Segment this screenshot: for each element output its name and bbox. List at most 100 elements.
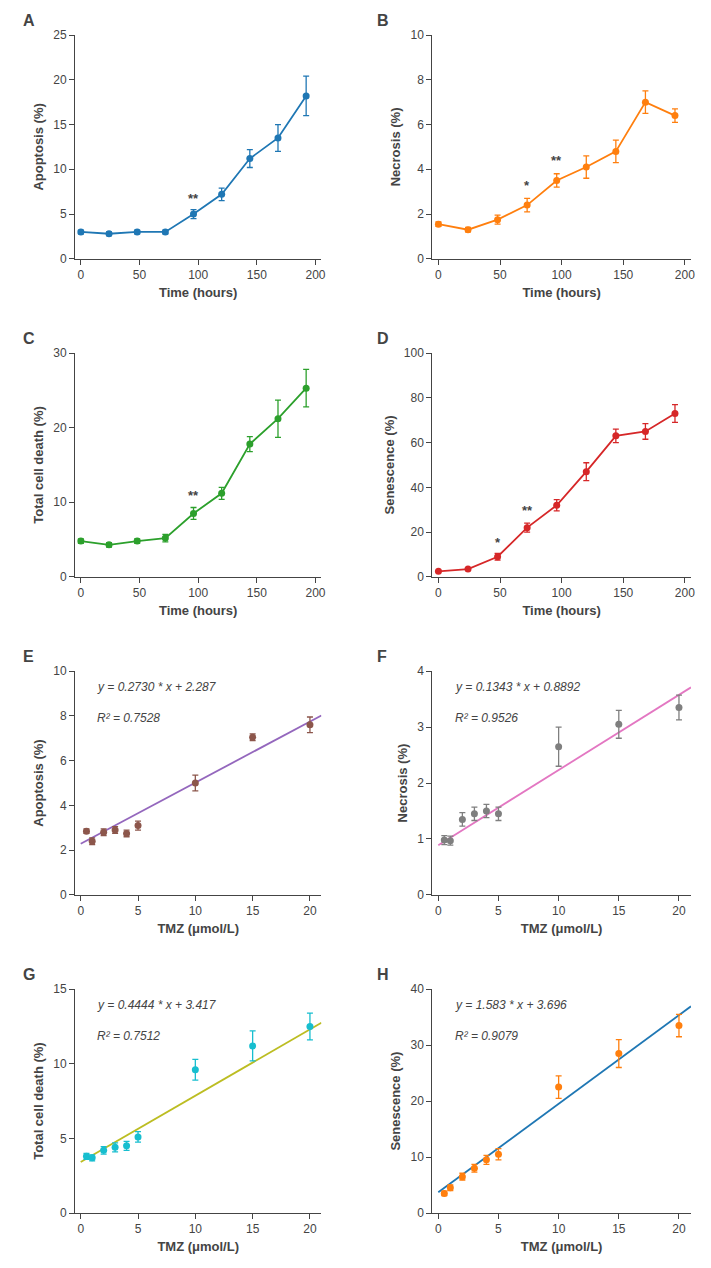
svg-text:R² = 0.7528: R² = 0.7528 [97, 711, 160, 725]
svg-text:30: 30 [53, 346, 67, 360]
svg-text:20: 20 [672, 1222, 686, 1236]
svg-text:**: ** [522, 503, 533, 518]
svg-text:Time (hours): Time (hours) [522, 603, 601, 618]
svg-text:10: 10 [552, 904, 566, 918]
svg-text:10: 10 [411, 28, 425, 42]
svg-text:C: C [23, 330, 35, 347]
svg-text:0: 0 [435, 904, 442, 918]
svg-text:**: ** [188, 191, 199, 206]
svg-text:15: 15 [53, 118, 67, 132]
svg-text:5: 5 [60, 1132, 67, 1146]
svg-text:0: 0 [435, 268, 442, 282]
svg-text:Senescence (%): Senescence (%) [388, 1052, 403, 1151]
svg-text:10: 10 [53, 162, 67, 176]
svg-text:0: 0 [417, 1206, 424, 1220]
svg-text:40: 40 [411, 481, 425, 495]
svg-text:*: * [495, 535, 501, 550]
svg-text:200: 200 [306, 586, 326, 600]
svg-text:Time (hours): Time (hours) [159, 603, 238, 618]
svg-text:40: 40 [411, 982, 425, 996]
svg-text:20: 20 [53, 73, 67, 87]
svg-text:100: 100 [404, 346, 424, 360]
svg-text:6: 6 [417, 118, 424, 132]
svg-text:15: 15 [612, 904, 626, 918]
svg-text:15: 15 [246, 1222, 260, 1236]
svg-text:y = 1.583 * x + 3.696: y = 1.583 * x + 3.696 [455, 998, 567, 1012]
svg-text:50: 50 [133, 586, 147, 600]
svg-text:Total cell death (%): Total cell death (%) [31, 1042, 46, 1160]
svg-text:0: 0 [78, 268, 85, 282]
svg-text:Necrosis (%): Necrosis (%) [388, 108, 403, 187]
svg-text:y = 0.1343 * x + 0.8892: y = 0.1343 * x + 0.8892 [455, 680, 580, 694]
svg-text:TMZ (μmol/L): TMZ (μmol/L) [157, 921, 239, 936]
svg-text:0: 0 [60, 570, 67, 584]
svg-text:*: * [524, 178, 530, 193]
svg-text:Time (hours): Time (hours) [159, 285, 238, 300]
svg-text:100: 100 [552, 586, 572, 600]
svg-text:TMZ (μmol/L): TMZ (μmol/L) [521, 921, 603, 936]
svg-text:10: 10 [53, 664, 67, 678]
svg-text:10: 10 [53, 495, 67, 509]
svg-text:4: 4 [417, 664, 424, 678]
svg-text:0: 0 [60, 888, 67, 902]
svg-text:5: 5 [495, 1222, 502, 1236]
svg-text:0: 0 [60, 1206, 67, 1220]
svg-text:B: B [377, 12, 389, 29]
svg-text:TMZ (μmol/L): TMZ (μmol/L) [521, 1239, 603, 1254]
svg-text:15: 15 [53, 982, 67, 996]
svg-text:0: 0 [435, 1222, 442, 1236]
svg-text:100: 100 [552, 268, 572, 282]
svg-text:150: 150 [247, 586, 267, 600]
svg-text:5: 5 [495, 904, 502, 918]
svg-text:TMZ (μmol/L): TMZ (μmol/L) [157, 1239, 239, 1254]
svg-text:50: 50 [493, 268, 507, 282]
svg-text:Apoptosis (%): Apoptosis (%) [31, 103, 46, 190]
svg-text:10: 10 [552, 1222, 566, 1236]
svg-text:30: 30 [411, 1038, 425, 1052]
svg-text:200: 200 [306, 268, 326, 282]
svg-text:1: 1 [417, 832, 424, 846]
svg-text:80: 80 [411, 391, 425, 405]
svg-text:y = 0.4444 * x + 3.417: y = 0.4444 * x + 3.417 [97, 998, 217, 1012]
svg-text:R² = 0.9526: R² = 0.9526 [455, 711, 518, 725]
svg-text:20: 20 [672, 904, 686, 918]
svg-text:E: E [23, 648, 34, 665]
svg-text:10: 10 [189, 1222, 203, 1236]
svg-text:25: 25 [53, 28, 67, 42]
svg-text:0: 0 [417, 252, 424, 266]
svg-text:0: 0 [435, 586, 442, 600]
svg-text:5: 5 [135, 1222, 142, 1236]
svg-text:0: 0 [78, 586, 85, 600]
svg-text:10: 10 [53, 1057, 67, 1071]
svg-text:**: ** [188, 488, 199, 503]
svg-text:Necrosis (%): Necrosis (%) [395, 744, 410, 823]
svg-text:Senescence (%): Senescence (%) [382, 415, 397, 514]
svg-text:20: 20 [53, 421, 67, 435]
svg-text:5: 5 [60, 207, 67, 221]
svg-text:0: 0 [417, 570, 424, 584]
svg-text:R² = 0.7512: R² = 0.7512 [97, 1029, 160, 1043]
svg-text:R² = 0.9079: R² = 0.9079 [455, 1029, 518, 1043]
svg-text:20: 20 [411, 525, 425, 539]
svg-text:**: ** [551, 153, 562, 168]
svg-text:100: 100 [188, 268, 208, 282]
svg-text:0: 0 [77, 904, 84, 918]
svg-text:2: 2 [60, 843, 67, 857]
svg-text:y = 0.2730 * x + 2.287: y = 0.2730 * x + 2.287 [97, 680, 217, 694]
svg-text:Apoptosis (%): Apoptosis (%) [31, 739, 46, 826]
svg-text:2: 2 [417, 207, 424, 221]
svg-text:100: 100 [188, 586, 208, 600]
svg-text:8: 8 [60, 709, 67, 723]
svg-text:20: 20 [303, 1222, 317, 1236]
svg-text:H: H [377, 966, 389, 983]
svg-text:4: 4 [60, 799, 67, 813]
svg-text:F: F [377, 648, 387, 665]
svg-text:200: 200 [675, 268, 695, 282]
svg-text:A: A [23, 12, 35, 29]
svg-text:0: 0 [77, 1222, 84, 1236]
svg-text:5: 5 [135, 904, 142, 918]
svg-text:6: 6 [60, 754, 67, 768]
svg-text:20: 20 [411, 1094, 425, 1108]
svg-text:150: 150 [247, 268, 267, 282]
svg-text:8: 8 [417, 73, 424, 87]
